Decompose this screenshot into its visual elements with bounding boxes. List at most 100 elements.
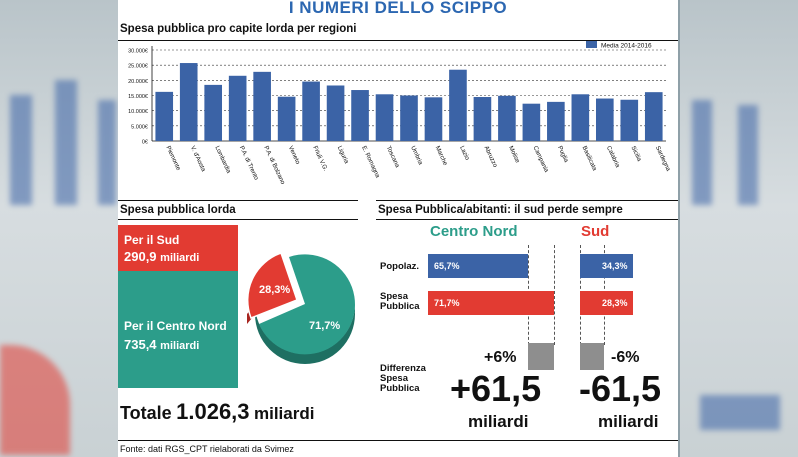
bar bbox=[277, 96, 296, 141]
totale-label: Totale bbox=[120, 403, 172, 423]
centro-nord-big-value: +61,5 bbox=[450, 368, 542, 409]
bar-chart-title: Spesa pubblica pro capite lorda per regi… bbox=[120, 23, 357, 35]
x-tick-label: Umbria bbox=[409, 145, 424, 167]
pie-chart: 28,3% 71,7% bbox=[246, 252, 355, 364]
bar-centro-nord-spesa-label: 71,7% bbox=[434, 298, 460, 308]
sud-difference-block bbox=[580, 343, 604, 370]
background-bar bbox=[700, 395, 780, 430]
banner: I NUMERI DELLO SCIPPO bbox=[118, 0, 678, 17]
bar bbox=[228, 75, 247, 141]
background-bar bbox=[98, 100, 116, 205]
x-tick-label: Friuli V.G. bbox=[311, 145, 329, 173]
banner-title: I NUMERI DELLO SCIPPO bbox=[288, 0, 508, 17]
bar-sud-popolazione-label: 34,3% bbox=[602, 261, 628, 271]
pie-section-title: Spesa pubblica lorda bbox=[120, 204, 236, 216]
background-bar bbox=[692, 100, 712, 205]
legend-label: Media 2014-2016 bbox=[601, 43, 652, 50]
x-tick-label: P.A. di Trento bbox=[238, 145, 260, 182]
bar-centro-nord-spesa bbox=[428, 291, 554, 315]
centro-nord-label: Per il Centro Nord bbox=[124, 319, 227, 333]
centro-nord-box: Per il Centro Nord 735,4 miliardi bbox=[118, 271, 238, 388]
infographic-panel: I NUMERI DELLO SCIPPO Spesa pubblica pro… bbox=[118, 0, 678, 457]
background-red-shape bbox=[0, 345, 70, 455]
x-tick-label: Liguria bbox=[336, 145, 350, 165]
row-label-differenza-line3: Pubblica bbox=[380, 383, 420, 394]
x-tick-label: V. d'Aosta bbox=[189, 145, 207, 173]
pie-slice-centro-nord bbox=[259, 254, 355, 355]
sud-amount: 290,9 miliardi bbox=[124, 249, 199, 264]
bar bbox=[302, 81, 320, 141]
regional-bar-chart: 0€ 5.000€ 10.000€ 15.000€ 20.000€ 25.000€ 30.0… bbox=[128, 41, 672, 186]
bar bbox=[473, 97, 492, 141]
divider bbox=[118, 200, 358, 201]
background-bar bbox=[10, 95, 32, 205]
row-label-differenza-line1: Differenza bbox=[380, 363, 426, 374]
x-tick-label: Lazio bbox=[458, 145, 471, 162]
x-tick-label: Calabria bbox=[605, 145, 621, 169]
comparison-title: Spesa Pubblica/abitanti: il sud perde se… bbox=[378, 204, 623, 216]
background-right bbox=[680, 0, 798, 457]
centro-nord-amount: 735,4 miliardi bbox=[124, 337, 199, 352]
x-tick-label: Molise bbox=[507, 145, 521, 165]
bar bbox=[424, 97, 443, 141]
bar bbox=[547, 101, 565, 141]
centro-nord-diff-pct: +6% bbox=[484, 349, 517, 366]
y-tick-label: 10.000€ bbox=[128, 109, 148, 115]
x-tick-label: Toscana bbox=[385, 145, 401, 169]
bar bbox=[522, 103, 541, 141]
x-tick-label: Veneto bbox=[287, 145, 302, 166]
bar-sud-spesa bbox=[580, 291, 633, 315]
x-tick-label: P.A. di Bolzano bbox=[262, 145, 286, 186]
pie-slice-sud bbox=[246, 252, 298, 319]
sud-diff-pct: -6% bbox=[611, 349, 640, 366]
centro-nord-difference-block bbox=[528, 343, 554, 370]
x-tick-label: Sardegna bbox=[654, 145, 672, 173]
centro-nord-big-unit: miliardi bbox=[468, 412, 529, 431]
divider bbox=[376, 219, 678, 220]
row-label-popolazione: Popolaz. bbox=[380, 261, 420, 272]
divider bbox=[118, 219, 358, 220]
centro-nord-value: 735,4 bbox=[124, 337, 157, 352]
centro-nord-unit: miliardi bbox=[160, 340, 200, 352]
bar bbox=[620, 99, 639, 141]
sud-big-unit: miliardi bbox=[598, 412, 659, 431]
centro-nord-dashed-right bbox=[554, 245, 555, 345]
bar bbox=[571, 94, 590, 141]
background-left bbox=[0, 0, 118, 457]
x-tick-label: Basilicata bbox=[581, 145, 599, 172]
centro-nord-heading: Centro Nord bbox=[430, 223, 518, 240]
x-tick-label: Marche bbox=[434, 145, 449, 167]
totale-unit: miliardi bbox=[253, 404, 315, 423]
y-tick-label: 30.000€ bbox=[128, 49, 148, 55]
x-tick-label: E. Romagna bbox=[360, 145, 381, 180]
x-tick-label: Campania bbox=[532, 145, 550, 174]
bar bbox=[644, 92, 663, 141]
sud-box: Per il Sud 290,9 miliardi bbox=[118, 225, 238, 271]
x-tick-label: Puglia bbox=[556, 145, 570, 164]
sud-heading: Sud bbox=[581, 223, 610, 240]
bar-sud-spesa-label: 28,3% bbox=[602, 298, 628, 308]
totale: Totale 1.026,3 miliardi bbox=[120, 399, 314, 425]
bar bbox=[204, 84, 223, 141]
row-label-spesa: Spesa Pubblica bbox=[380, 292, 420, 312]
bar bbox=[595, 98, 614, 141]
x-tick-label: Piemonte bbox=[164, 145, 182, 172]
background-bar bbox=[55, 80, 77, 205]
divider bbox=[118, 40, 678, 41]
row-label-spesa-line1: Spesa bbox=[380, 291, 408, 302]
x-tick-label: Lombardia bbox=[213, 145, 232, 175]
bar bbox=[179, 63, 198, 141]
bar-centro-nord-popolazione bbox=[428, 254, 528, 278]
bar bbox=[326, 85, 345, 141]
sud-big-value: -61,5 bbox=[579, 368, 662, 409]
x-tick-label: Sicilia bbox=[629, 145, 642, 163]
bar bbox=[351, 90, 369, 141]
bar-centro-nord-popolazione-label: 65,7% bbox=[434, 261, 460, 271]
sud-label: Per il Sud bbox=[124, 233, 180, 247]
bar bbox=[253, 71, 271, 141]
y-tick-label: 5.000€ bbox=[131, 124, 148, 130]
y-tick-label: 25.000€ bbox=[128, 64, 148, 70]
bar bbox=[498, 95, 516, 141]
pie-centro-nord-side bbox=[255, 304, 355, 364]
sud-value: 290,9 bbox=[124, 249, 157, 264]
